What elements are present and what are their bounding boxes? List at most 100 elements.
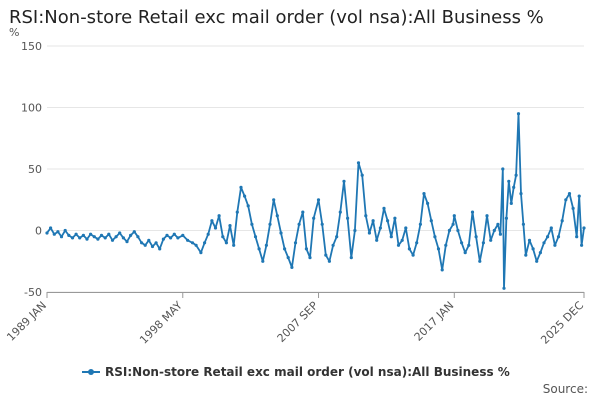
data-point — [125, 240, 129, 244]
data-point — [264, 243, 268, 247]
y-tick-label: -50 — [24, 286, 42, 299]
data-point — [524, 253, 528, 257]
data-point — [498, 232, 502, 236]
data-point — [150, 244, 155, 249]
data-point — [411, 253, 415, 257]
data-point — [221, 235, 225, 239]
data-point — [261, 259, 265, 263]
data-point — [154, 241, 158, 245]
data-point — [546, 235, 550, 239]
x-axis: 1989 JAN 1998 MAY 2007 SEP 2017 JAN 2025 DEC — [4, 292, 586, 347]
data-point — [447, 228, 451, 233]
data-point — [140, 241, 144, 245]
data-point — [49, 226, 53, 230]
data-point — [161, 237, 165, 241]
data-point — [89, 232, 93, 236]
data-point — [501, 167, 505, 171]
data-point — [158, 247, 162, 251]
data-point — [331, 243, 335, 247]
data-point — [556, 235, 561, 239]
data-point — [393, 216, 397, 220]
data-point — [440, 268, 444, 272]
source-label: Source: — [542, 382, 588, 396]
data-point — [243, 194, 247, 198]
data-point — [460, 241, 464, 245]
legend-swatch-marker — [88, 369, 94, 375]
data-point — [575, 235, 579, 239]
data-point — [290, 265, 294, 269]
data-point — [582, 226, 586, 230]
data-point — [451, 222, 455, 226]
data-point — [56, 230, 60, 234]
data-point — [542, 241, 546, 245]
data-point — [169, 236, 173, 240]
data-point — [78, 236, 82, 240]
data-point — [489, 238, 493, 242]
data-point — [250, 222, 254, 226]
data-point — [293, 241, 298, 245]
data-point — [492, 228, 496, 233]
data-point — [378, 226, 382, 230]
data-point — [463, 251, 467, 255]
x-tick-label: 2007 SEP — [275, 299, 321, 345]
data-point — [63, 228, 67, 233]
data-point — [429, 219, 433, 223]
data-point — [275, 214, 279, 218]
data-point — [452, 214, 456, 218]
data-point — [382, 206, 386, 210]
data-point — [301, 210, 305, 214]
data-point — [415, 241, 419, 245]
data-point — [312, 216, 316, 220]
data-point — [349, 256, 353, 260]
data-point — [232, 243, 236, 247]
data-point — [136, 235, 140, 239]
data-point — [436, 247, 441, 251]
chart-title: RSI:Non-store Retail exc mail order (vol… — [9, 7, 544, 28]
data-point — [67, 233, 71, 237]
data-point — [45, 231, 49, 235]
data-point — [353, 228, 357, 233]
x-tick-label: 2017 JAN — [412, 299, 457, 344]
data-point — [52, 232, 56, 236]
data-point — [70, 236, 75, 240]
data-point — [342, 179, 346, 183]
data-point — [371, 219, 375, 223]
x-tick-label: 1989 JAN — [4, 299, 49, 344]
data-point — [514, 173, 518, 177]
data-point — [181, 233, 185, 237]
data-point — [426, 201, 430, 205]
data-point — [129, 233, 133, 237]
y-axis-unit-label: % — [9, 26, 20, 39]
data-point — [504, 216, 508, 220]
data-point — [407, 247, 411, 251]
data-point — [404, 226, 408, 230]
data-point — [580, 243, 584, 247]
data-point — [308, 256, 312, 260]
data-point — [172, 232, 176, 236]
y-tick-label: 150 — [21, 40, 42, 53]
data-point — [246, 204, 250, 208]
data-point — [268, 222, 272, 226]
data-point — [553, 243, 557, 247]
data-point — [99, 233, 104, 237]
data-point — [571, 206, 575, 210]
data-point — [549, 226, 553, 230]
data-point — [433, 235, 437, 239]
data-point — [103, 236, 107, 240]
data-point — [478, 259, 482, 263]
data-point — [474, 235, 478, 239]
data-point — [203, 241, 207, 245]
data-point — [521, 222, 526, 226]
data-point — [346, 216, 350, 220]
x-tick-label: 1998 MAY — [137, 299, 185, 347]
data-point — [324, 253, 328, 257]
data-point — [335, 235, 339, 239]
data-point — [257, 247, 261, 251]
data-point — [92, 235, 96, 239]
data-point — [272, 198, 276, 202]
data-point — [560, 219, 564, 223]
legend-label: RSI:Non-store Retail exc mail order (vol… — [105, 365, 510, 379]
data-point — [190, 241, 195, 245]
data-point — [186, 238, 190, 242]
